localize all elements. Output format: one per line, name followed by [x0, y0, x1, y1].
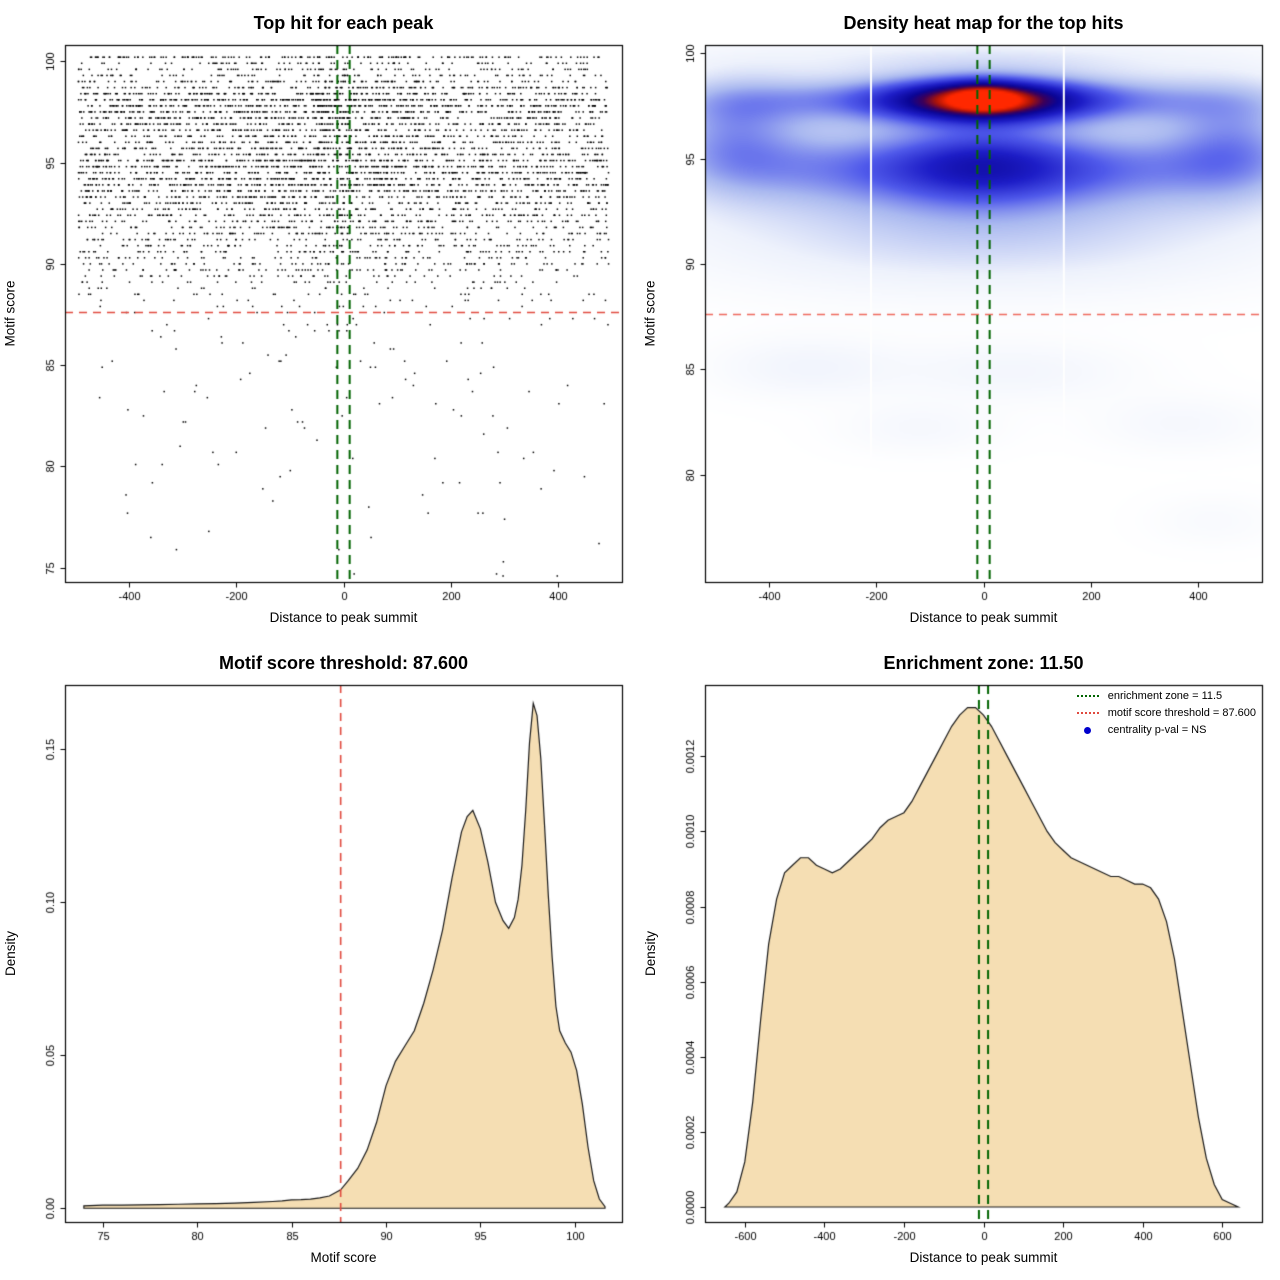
green-dotted-line-swatch	[1076, 695, 1099, 697]
x-axis-label: Distance to peak summit	[909, 1250, 1058, 1265]
blue-dot-swatch	[1084, 726, 1092, 734]
y-axis-label: Motif score	[2, 280, 18, 347]
panel-title: Enrichment zone: 11.50	[883, 653, 1084, 673]
distance-density-canvas	[640, 640, 1280, 1280]
motif-score-density-panel: Motif score threshold: 87.600 Motif scor…	[0, 640, 640, 1280]
x-axis-label: Distance to peak summit	[909, 610, 1058, 625]
y-axis-label: Motif score	[642, 280, 658, 347]
density-heatmap-panel: Density heat map for the top hits Distan…	[640, 0, 1280, 640]
legend-item-score-threshold: motif score threshold = 87.600	[1076, 707, 1256, 719]
y-axis-label: Density	[2, 930, 18, 977]
legend-label: enrichment zone = 11.5	[1107, 690, 1223, 702]
x-axis-label: Motif score	[310, 1250, 377, 1265]
scatter-plot-canvas	[0, 0, 640, 640]
legend-item-centrality-pval: centrality p-val = NS	[1076, 724, 1256, 736]
score-density-canvas	[0, 640, 640, 1280]
panel-title: Top hit for each peak	[253, 13, 434, 33]
x-axis-label: Distance to peak summit	[269, 610, 418, 625]
legend-label: centrality p-val = NS	[1107, 724, 1207, 736]
y-axis-label: Density	[642, 930, 658, 977]
panel-title: Density heat map for the top hits	[843, 13, 1124, 33]
scatter-top-hits-panel: Top hit for each peak Distance to peak s…	[0, 0, 640, 640]
panel-title: Motif score threshold: 87.600	[218, 653, 469, 673]
legend-item-enrichment-zone: enrichment zone = 11.5	[1076, 690, 1256, 702]
heatmap-canvas	[640, 0, 1280, 640]
plot-legend: enrichment zone = 11.5 motif score thres…	[1076, 690, 1256, 736]
distance-density-panel: Enrichment zone: 11.50 Distance to peak …	[640, 640, 1280, 1280]
legend-label: motif score threshold = 87.600	[1107, 707, 1256, 719]
red-dotted-line-swatch	[1076, 712, 1099, 714]
